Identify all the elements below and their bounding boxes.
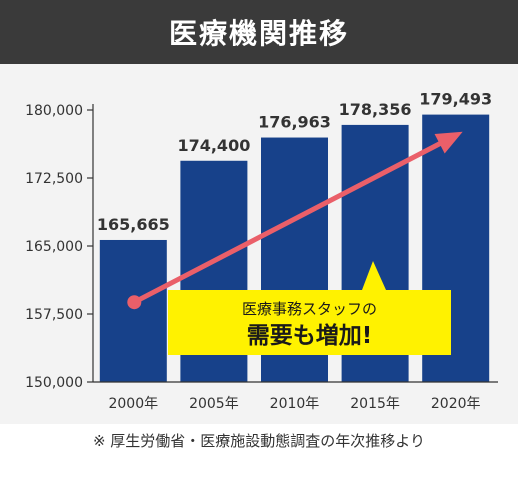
trend-arrow-shaft [131, 141, 443, 305]
x-tick-label: 2010年 [270, 396, 320, 412]
trend-arrow-head [434, 131, 463, 154]
callout-line-2: 需要も増加! [247, 322, 373, 349]
bar-value-label: 176,963 [258, 113, 331, 132]
trend-arrow [127, 131, 463, 310]
x-tick-label: 2000年 [108, 396, 158, 412]
x-tick-label: 2015年 [350, 396, 400, 412]
y-tick-label: 180,000 [25, 103, 83, 119]
bars: 165,665 174,400 176,963 178,356 179,493 [97, 90, 492, 382]
x-tick-label: 2020年 [431, 396, 481, 412]
source-note: ※ 厚生労働省・医療施設動態調査の年次推移より [92, 432, 426, 450]
bar-value-label: 165,665 [97, 215, 170, 234]
trend-arrow-start-dot [127, 295, 142, 310]
y-tick-label: 157,500 [25, 307, 83, 323]
y-tick-label: 165,000 [25, 239, 83, 255]
callout-line-1: 医療事務スタッフの [242, 300, 377, 318]
callout-background [168, 261, 451, 355]
chart-header: 医療機関推移 [0, 0, 518, 64]
bar-value-label: 174,400 [177, 136, 250, 155]
y-tick-label: 150,000 [25, 375, 83, 391]
bar-value-label: 178,356 [339, 100, 412, 119]
bar-chart: 150,000 157,500 165,000 172,500 180,000 165,… [25, 90, 498, 412]
x-axis: 2000年 2005年 2010年 2015年 2020年 [93, 381, 498, 412]
bar-value-label: 179,493 [419, 90, 492, 109]
x-tick-label: 2005年 [189, 396, 239, 412]
bar [99, 239, 167, 382]
y-axis: 150,000 157,500 165,000 172,500 180,000 [25, 103, 94, 391]
callout-box: 医療事務スタッフの 需要も増加! [168, 261, 451, 355]
y-tick-label: 172,500 [25, 171, 83, 187]
chart-title: 医療機関推移 [168, 17, 349, 50]
